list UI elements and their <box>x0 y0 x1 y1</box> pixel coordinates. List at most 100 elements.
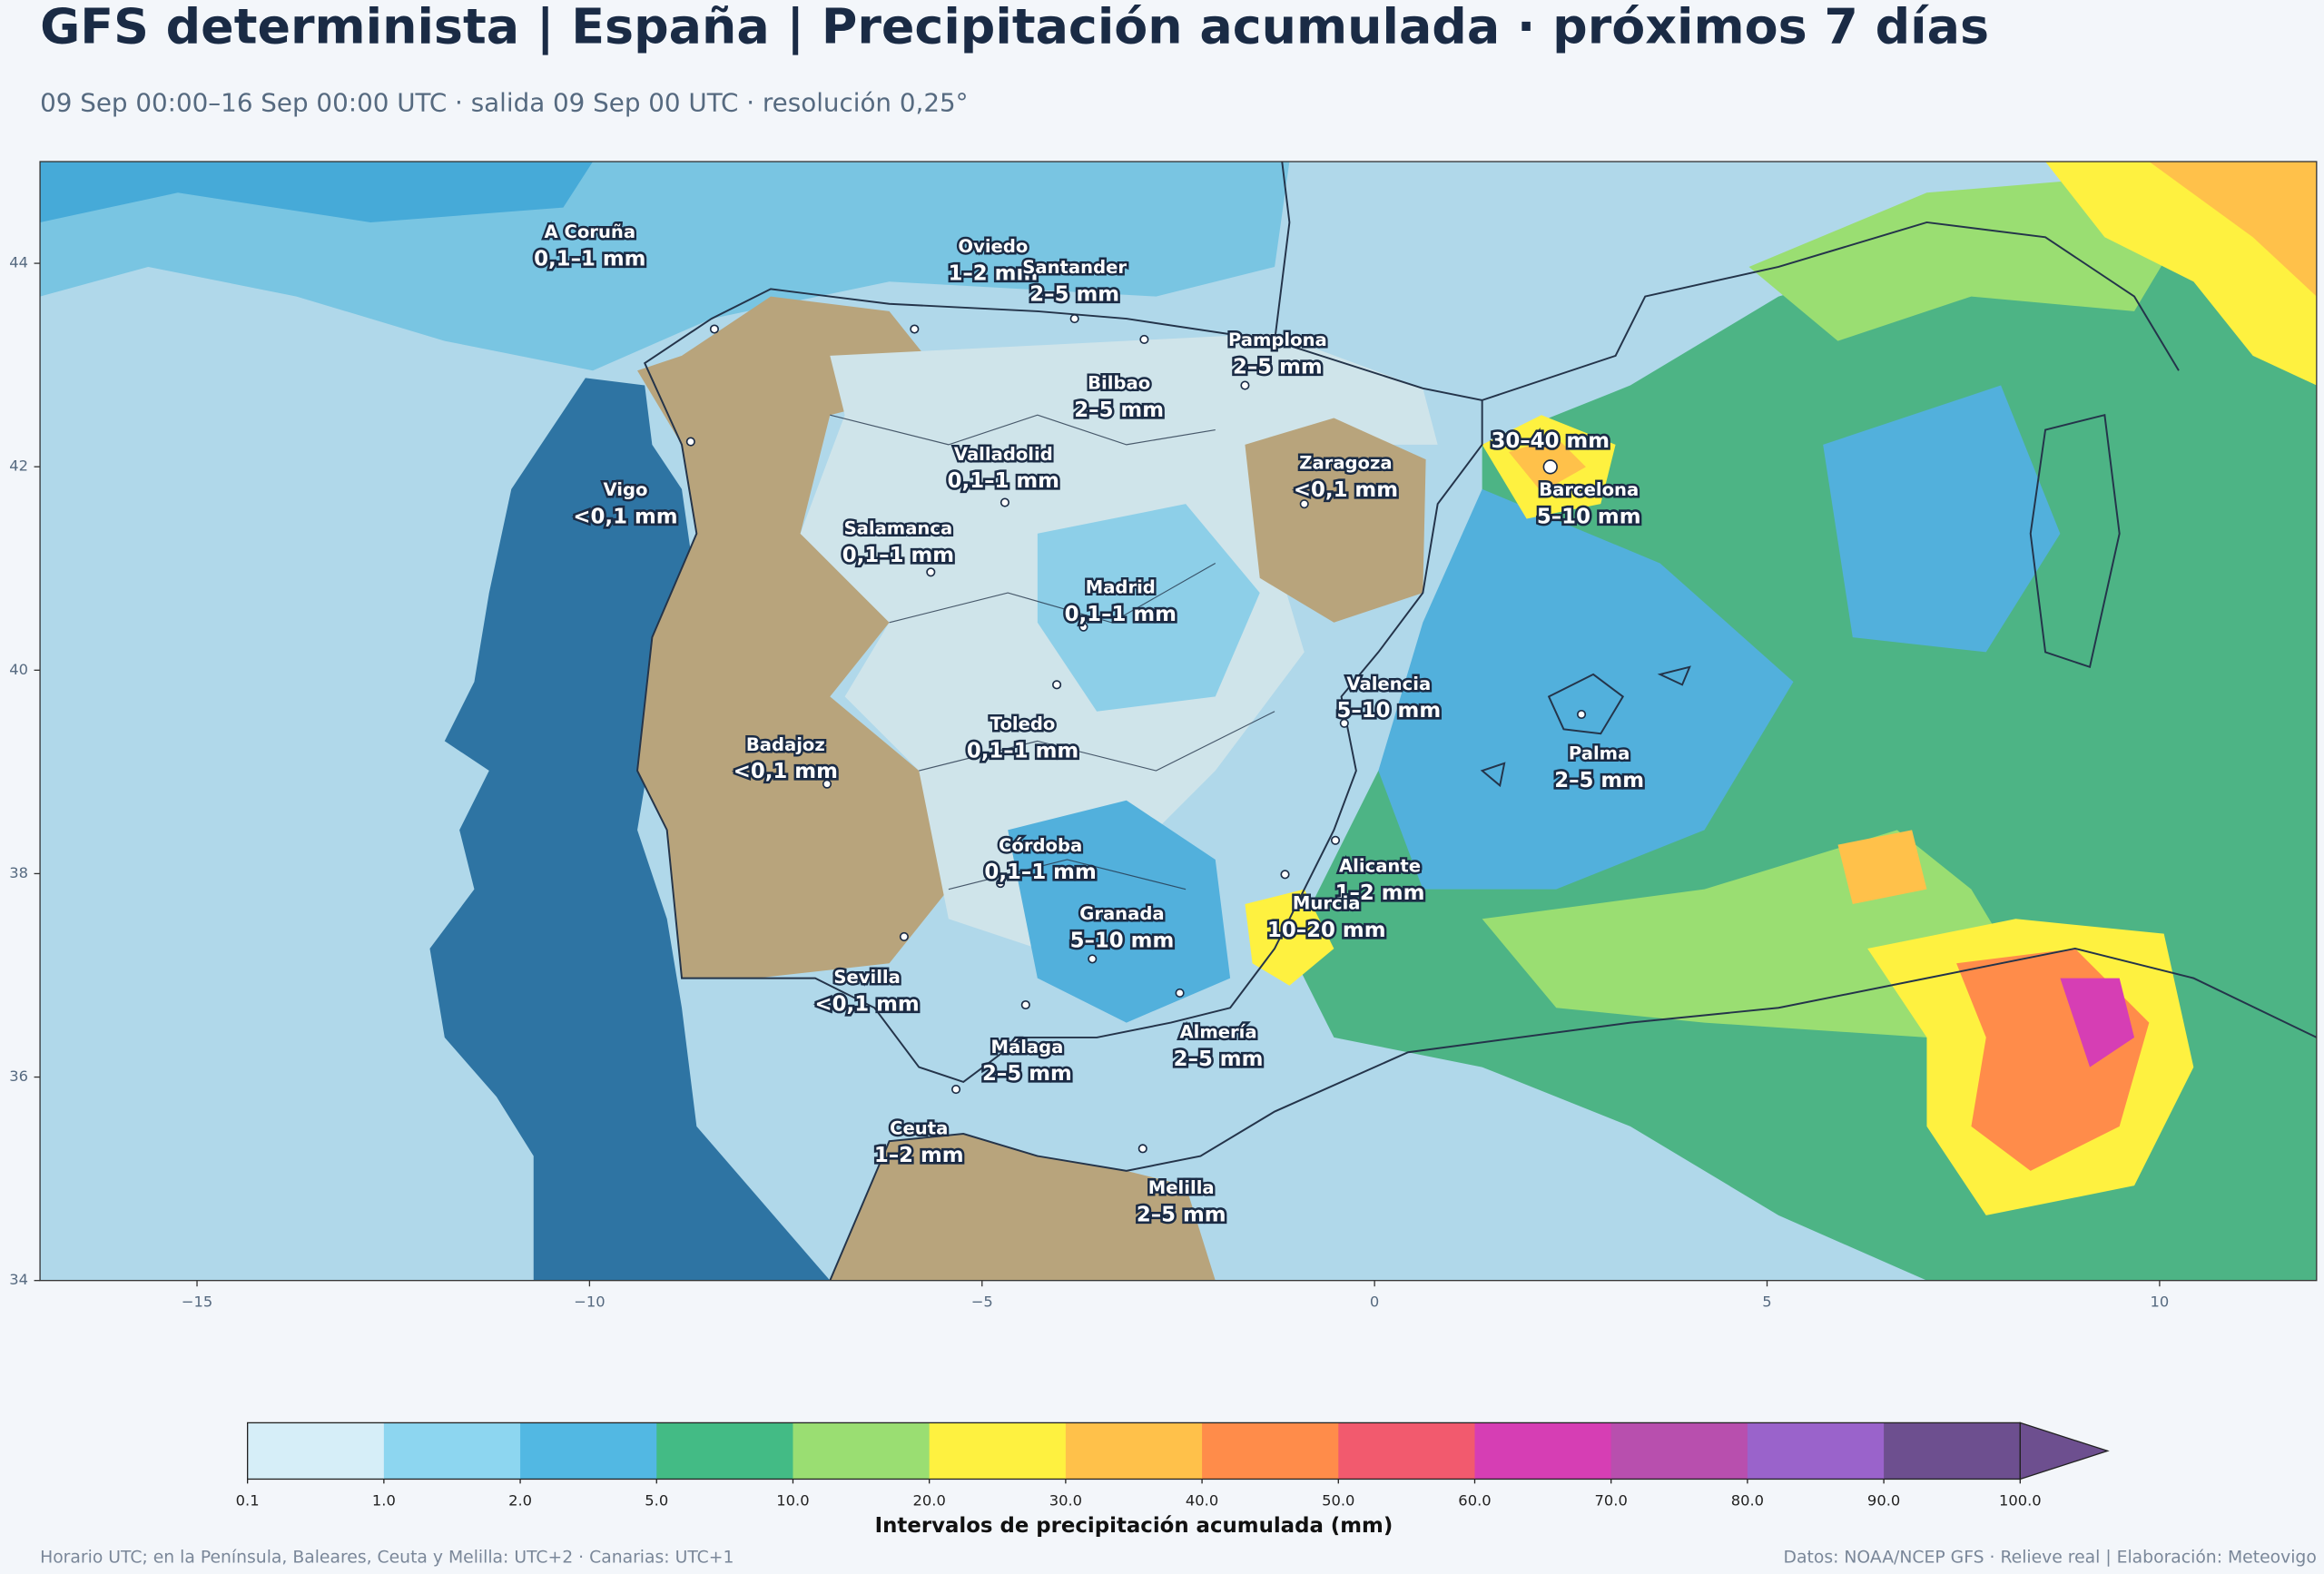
coastline <box>829 947 2317 1281</box>
y-tick-label: 40 <box>9 661 28 678</box>
colorbar-tick-label: 5.0 <box>645 1491 668 1509</box>
colorbar-tick-label: 60.0 <box>1458 1491 1491 1509</box>
colorbar-segment <box>1747 1422 1885 1480</box>
city-dot <box>1330 835 1341 845</box>
colorbar-tick-label: 30.0 <box>1049 1491 1082 1509</box>
city-value: 0,1–1 mm <box>534 247 645 271</box>
city-name: Palma <box>1569 743 1630 764</box>
colorbar-tick-label: 80.0 <box>1731 1491 1764 1509</box>
x-tick-label: −15 <box>182 1294 212 1311</box>
colorbar-segment <box>1338 1422 1475 1480</box>
city-name: Badajoz <box>746 734 825 755</box>
coastline <box>1274 162 2180 401</box>
y-tick-label: 38 <box>9 864 28 881</box>
city-value: 5–10 mm <box>1336 699 1441 723</box>
colorbar-segment <box>656 1422 793 1480</box>
city-value: 0,1–1 mm <box>948 469 1059 493</box>
city-value: 2–5 mm <box>1174 1048 1264 1071</box>
city-value: <0,1 mm <box>734 760 838 783</box>
city-name: Murcia <box>1293 892 1361 913</box>
city-value: 2–5 mm <box>1074 398 1164 422</box>
colorbar-tick-label: 70.0 <box>1595 1491 1628 1509</box>
city-name: Alicante <box>1339 856 1421 877</box>
city-value: 10–20 mm <box>1267 919 1386 942</box>
city-name: Barcelona <box>1539 479 1639 500</box>
city-name: A Coruña <box>545 221 636 242</box>
city-value: 0,1–1 mm <box>842 544 954 567</box>
city-name: Santander <box>1022 257 1127 278</box>
city-value: 5–10 mm <box>1537 505 1641 528</box>
city-name: Granada <box>1079 903 1164 924</box>
city-value: <0,1 mm <box>815 993 920 1017</box>
colorbar-segment <box>1610 1422 1748 1480</box>
city-value: 2–5 mm <box>1029 282 1119 306</box>
y-tick-label: 42 <box>9 457 28 475</box>
city-name: Almería <box>1179 1022 1256 1043</box>
city-value: 1–2 mm <box>1335 881 1425 905</box>
y-tick-label: 34 <box>9 1271 28 1288</box>
city-dot <box>1000 497 1010 507</box>
borders <box>830 414 1275 890</box>
precip-zone <box>2149 162 2317 297</box>
precip-zone <box>1837 830 1927 904</box>
city-dot <box>899 931 909 941</box>
island <box>2029 413 2121 669</box>
y-tick-label: 44 <box>9 254 28 271</box>
precip-zone <box>1008 800 1231 1023</box>
colorbar-tick-label: 20.0 <box>913 1491 946 1509</box>
city-dot <box>1339 718 1349 728</box>
map <box>40 162 2317 1281</box>
subtitle: 09 Sep 00:00–16 Sep 00:00 UTC · salida 0… <box>40 87 968 117</box>
colorbar-segment <box>520 1422 657 1480</box>
max-label: 30–40 mm <box>1491 429 1610 453</box>
city-value: 2–5 mm <box>1137 1203 1226 1226</box>
colorbar-tick-label: 10.0 <box>776 1491 809 1509</box>
colorbar-segment <box>383 1422 521 1480</box>
city-value: 2–5 mm <box>1554 769 1644 792</box>
city-dot <box>1240 380 1250 390</box>
coastline <box>636 288 1483 1083</box>
colorbar-segment <box>929 1422 1067 1480</box>
precip-zone <box>1823 385 2061 653</box>
city-dot <box>685 437 695 447</box>
colorbar-tick-label: 1.0 <box>372 1491 396 1509</box>
city-dot <box>1020 999 1030 1010</box>
city-value: 0,1–1 mm <box>967 739 1078 762</box>
city-name: Melilla <box>1148 1177 1215 1198</box>
city-value: 2–5 mm <box>982 1062 1072 1086</box>
dry-sea <box>429 378 831 1281</box>
city-value: <0,1 mm <box>573 505 677 528</box>
city-name: Vigo <box>603 479 647 500</box>
colorbar-tick-label: 100.0 <box>1999 1491 2042 1509</box>
precip-zone <box>1245 889 1334 986</box>
colorbar-tick-label: 50.0 <box>1322 1491 1354 1509</box>
city-name: Salamanca <box>844 517 953 538</box>
city-value: 0,1–1 mm <box>1065 603 1177 626</box>
city-dot <box>995 879 1006 889</box>
city-value: 0,1–1 mm <box>984 861 1096 884</box>
city-dot <box>1078 622 1088 632</box>
colorbar-segment <box>1202 1422 1339 1480</box>
city-value: 1–2 mm <box>874 1144 964 1167</box>
island <box>1480 665 1691 788</box>
city-dot <box>926 567 936 577</box>
colorbar-segment <box>1474 1422 1612 1480</box>
city-name: Málaga <box>991 1037 1064 1058</box>
city-name: Ceuta <box>890 1118 948 1139</box>
colorbar-tick-label: 90.0 <box>1867 1491 1900 1509</box>
city-name: Oviedo <box>958 236 1028 257</box>
city-dot <box>822 779 832 789</box>
city-name: Pamplona <box>1228 330 1327 350</box>
city-dot <box>1299 499 1309 509</box>
precip-zone <box>2060 978 2135 1067</box>
y-tick-label: 36 <box>9 1067 28 1085</box>
city-name: Bilbao <box>1088 372 1150 393</box>
colorbar-segment <box>793 1422 931 1480</box>
precip-zone <box>40 162 594 222</box>
precip-zone <box>1378 488 1794 890</box>
colorbar-tick-label: 0.1 <box>236 1491 260 1509</box>
colorbar-extend <box>2019 1422 2110 1481</box>
city-dot <box>709 324 719 334</box>
city-dot <box>1088 954 1098 964</box>
